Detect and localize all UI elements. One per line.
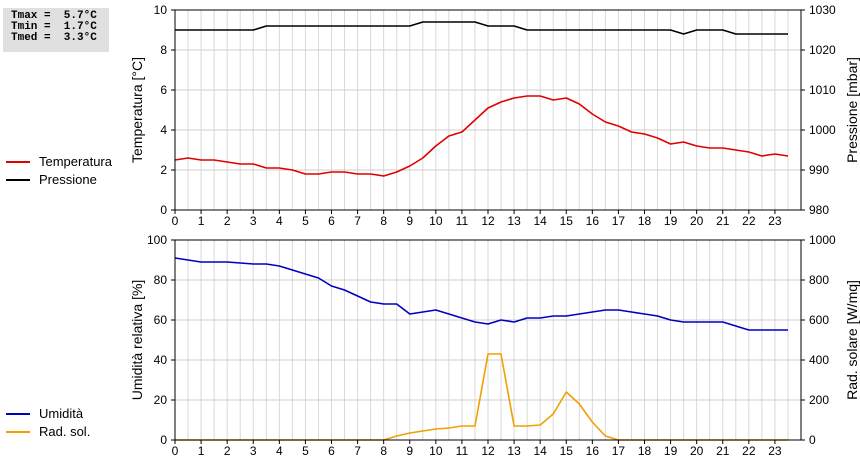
y-tick-label-left: 10 [154, 3, 168, 17]
series-line-temperatura [174, 95, 789, 177]
y-tick-label-left: 6 [160, 83, 167, 97]
x-tick-label: 18 [638, 214, 652, 228]
legend-swatch-pressione [6, 179, 30, 181]
x-tick-label: 22 [742, 214, 756, 228]
x-tick-label: 16 [586, 444, 600, 458]
x-tick-label: 0 [172, 214, 179, 228]
x-tick-label: 18 [638, 444, 652, 458]
legend-item-pressione: Pressione [6, 171, 112, 189]
x-tick-label: 13 [507, 444, 521, 458]
x-tick-label: 11 [456, 444, 469, 458]
x-tick-label: 6 [328, 444, 335, 458]
legend-swatch-temperatura [6, 161, 30, 163]
legend-label-umidita: Umidità [39, 406, 84, 421]
x-tick-label: 12 [481, 214, 495, 228]
y-tick-label-left: 2 [160, 163, 167, 177]
legend-label-temperatura: Temperatura [39, 154, 112, 169]
x-tick-label: 1 [198, 214, 205, 228]
x-tick-label: 1 [198, 444, 205, 458]
y-axis-title-right: Rad. solare [W/mq] [844, 280, 860, 400]
x-tick-label: 9 [406, 214, 413, 228]
x-tick-label: 9 [406, 444, 413, 458]
y-tick-label-left: 8 [160, 43, 167, 57]
x-tick-label: 13 [507, 214, 521, 228]
x-tick-label: 21 [716, 214, 730, 228]
x-tick-label: 8 [380, 214, 387, 228]
x-tick-label: 2 [224, 444, 231, 458]
x-tick-label: 15 [560, 444, 574, 458]
legend-item-radsol: Rad. sol. [6, 423, 159, 441]
legend-item-temperatura: Temperatura [6, 153, 112, 171]
y-tick-label-right: 200 [809, 393, 829, 407]
legend-swatch-radsol [6, 431, 30, 433]
series-line-umidit- [174, 257, 788, 331]
y-tick-label-left: 40 [154, 353, 168, 367]
y-tick-label-right: 990 [809, 163, 829, 177]
x-tick-label: 17 [612, 444, 626, 458]
x-tick-label: 19 [664, 214, 678, 228]
x-tick-label: 20 [690, 444, 704, 458]
x-tick-label: 7 [354, 444, 361, 458]
y-tick-label-right: 400 [809, 353, 829, 367]
x-tick-label: 22 [742, 444, 756, 458]
y-tick-label-left: 4 [160, 123, 167, 137]
y-axis-title-left: Umidità relativa [%] [129, 280, 145, 401]
x-tick-label: 12 [481, 444, 495, 458]
legend-top: Temperatura Pressione [6, 153, 112, 189]
x-tick-label: 5 [302, 444, 309, 458]
x-tick-label: 14 [533, 214, 547, 228]
tmin-text: Tmin = 1.7°C [11, 21, 97, 33]
legend-label-pressione: Pressione [39, 172, 97, 187]
y-tick-label-right: 0 [809, 433, 816, 447]
legend-item-umidita: Umidità [6, 405, 159, 423]
x-tick-label: 3 [250, 214, 257, 228]
tmed-text: Tmed = 3.3°C [11, 32, 97, 44]
x-tick-label: 11 [456, 214, 469, 228]
y-tick-label-left: 100 [147, 233, 167, 247]
y-tick-label-left: 0 [160, 203, 167, 217]
y-tick-label-right: 800 [809, 273, 829, 287]
stats-box: Tmax = 5.7°C Tmin = 1.7°C Tmed = 3.3°C [3, 8, 109, 52]
x-tick-label: 23 [768, 444, 782, 458]
x-tick-label: 14 [533, 444, 547, 458]
x-tick-label: 7 [354, 214, 361, 228]
y-tick-label-left: 20 [154, 393, 168, 407]
x-tick-label: 2 [224, 214, 231, 228]
y-tick-label-right: 1000 [809, 233, 836, 247]
tmax-text: Tmax = 5.7°C [11, 10, 97, 22]
x-tick-label: 4 [276, 214, 283, 228]
y-tick-label-left: 60 [154, 313, 168, 327]
y-tick-label-left: 0 [160, 433, 167, 447]
y-tick-label-right: 1010 [809, 83, 836, 97]
y-tick-label-right: 1000 [809, 123, 836, 137]
series-line-pressione [175, 21, 788, 35]
x-tick-label: 3 [250, 444, 257, 458]
y-tick-label-right: 1030 [809, 3, 836, 17]
y-tick-label-right: 600 [809, 313, 829, 327]
x-tick-label: 20 [690, 214, 704, 228]
y-axis-title-left: Temperatura [°C] [129, 57, 145, 163]
legend-label-radsol: Rad. sol. [39, 424, 91, 439]
y-tick-label-right: 980 [809, 203, 829, 217]
x-tick-label: 15 [560, 214, 574, 228]
x-tick-label: 21 [716, 444, 730, 458]
y-axis-title-right: Pressione [mbar] [844, 57, 860, 163]
x-tick-label: 23 [768, 214, 782, 228]
x-tick-label: 10 [429, 444, 443, 458]
x-tick-label: 17 [612, 214, 626, 228]
x-tick-label: 4 [276, 444, 283, 458]
x-tick-label: 16 [586, 214, 600, 228]
x-tick-label: 6 [328, 214, 335, 228]
y-tick-label-right: 1020 [809, 43, 836, 57]
legend-swatch-umidita [6, 413, 30, 415]
x-tick-label: 10 [429, 214, 443, 228]
y-tick-label-left: 80 [154, 273, 168, 287]
x-tick-label: 5 [302, 214, 309, 228]
x-tick-label: 19 [664, 444, 678, 458]
x-tick-label: 8 [380, 444, 387, 458]
x-tick-label: 0 [172, 444, 179, 458]
series-line-rad-sol- [175, 353, 788, 441]
